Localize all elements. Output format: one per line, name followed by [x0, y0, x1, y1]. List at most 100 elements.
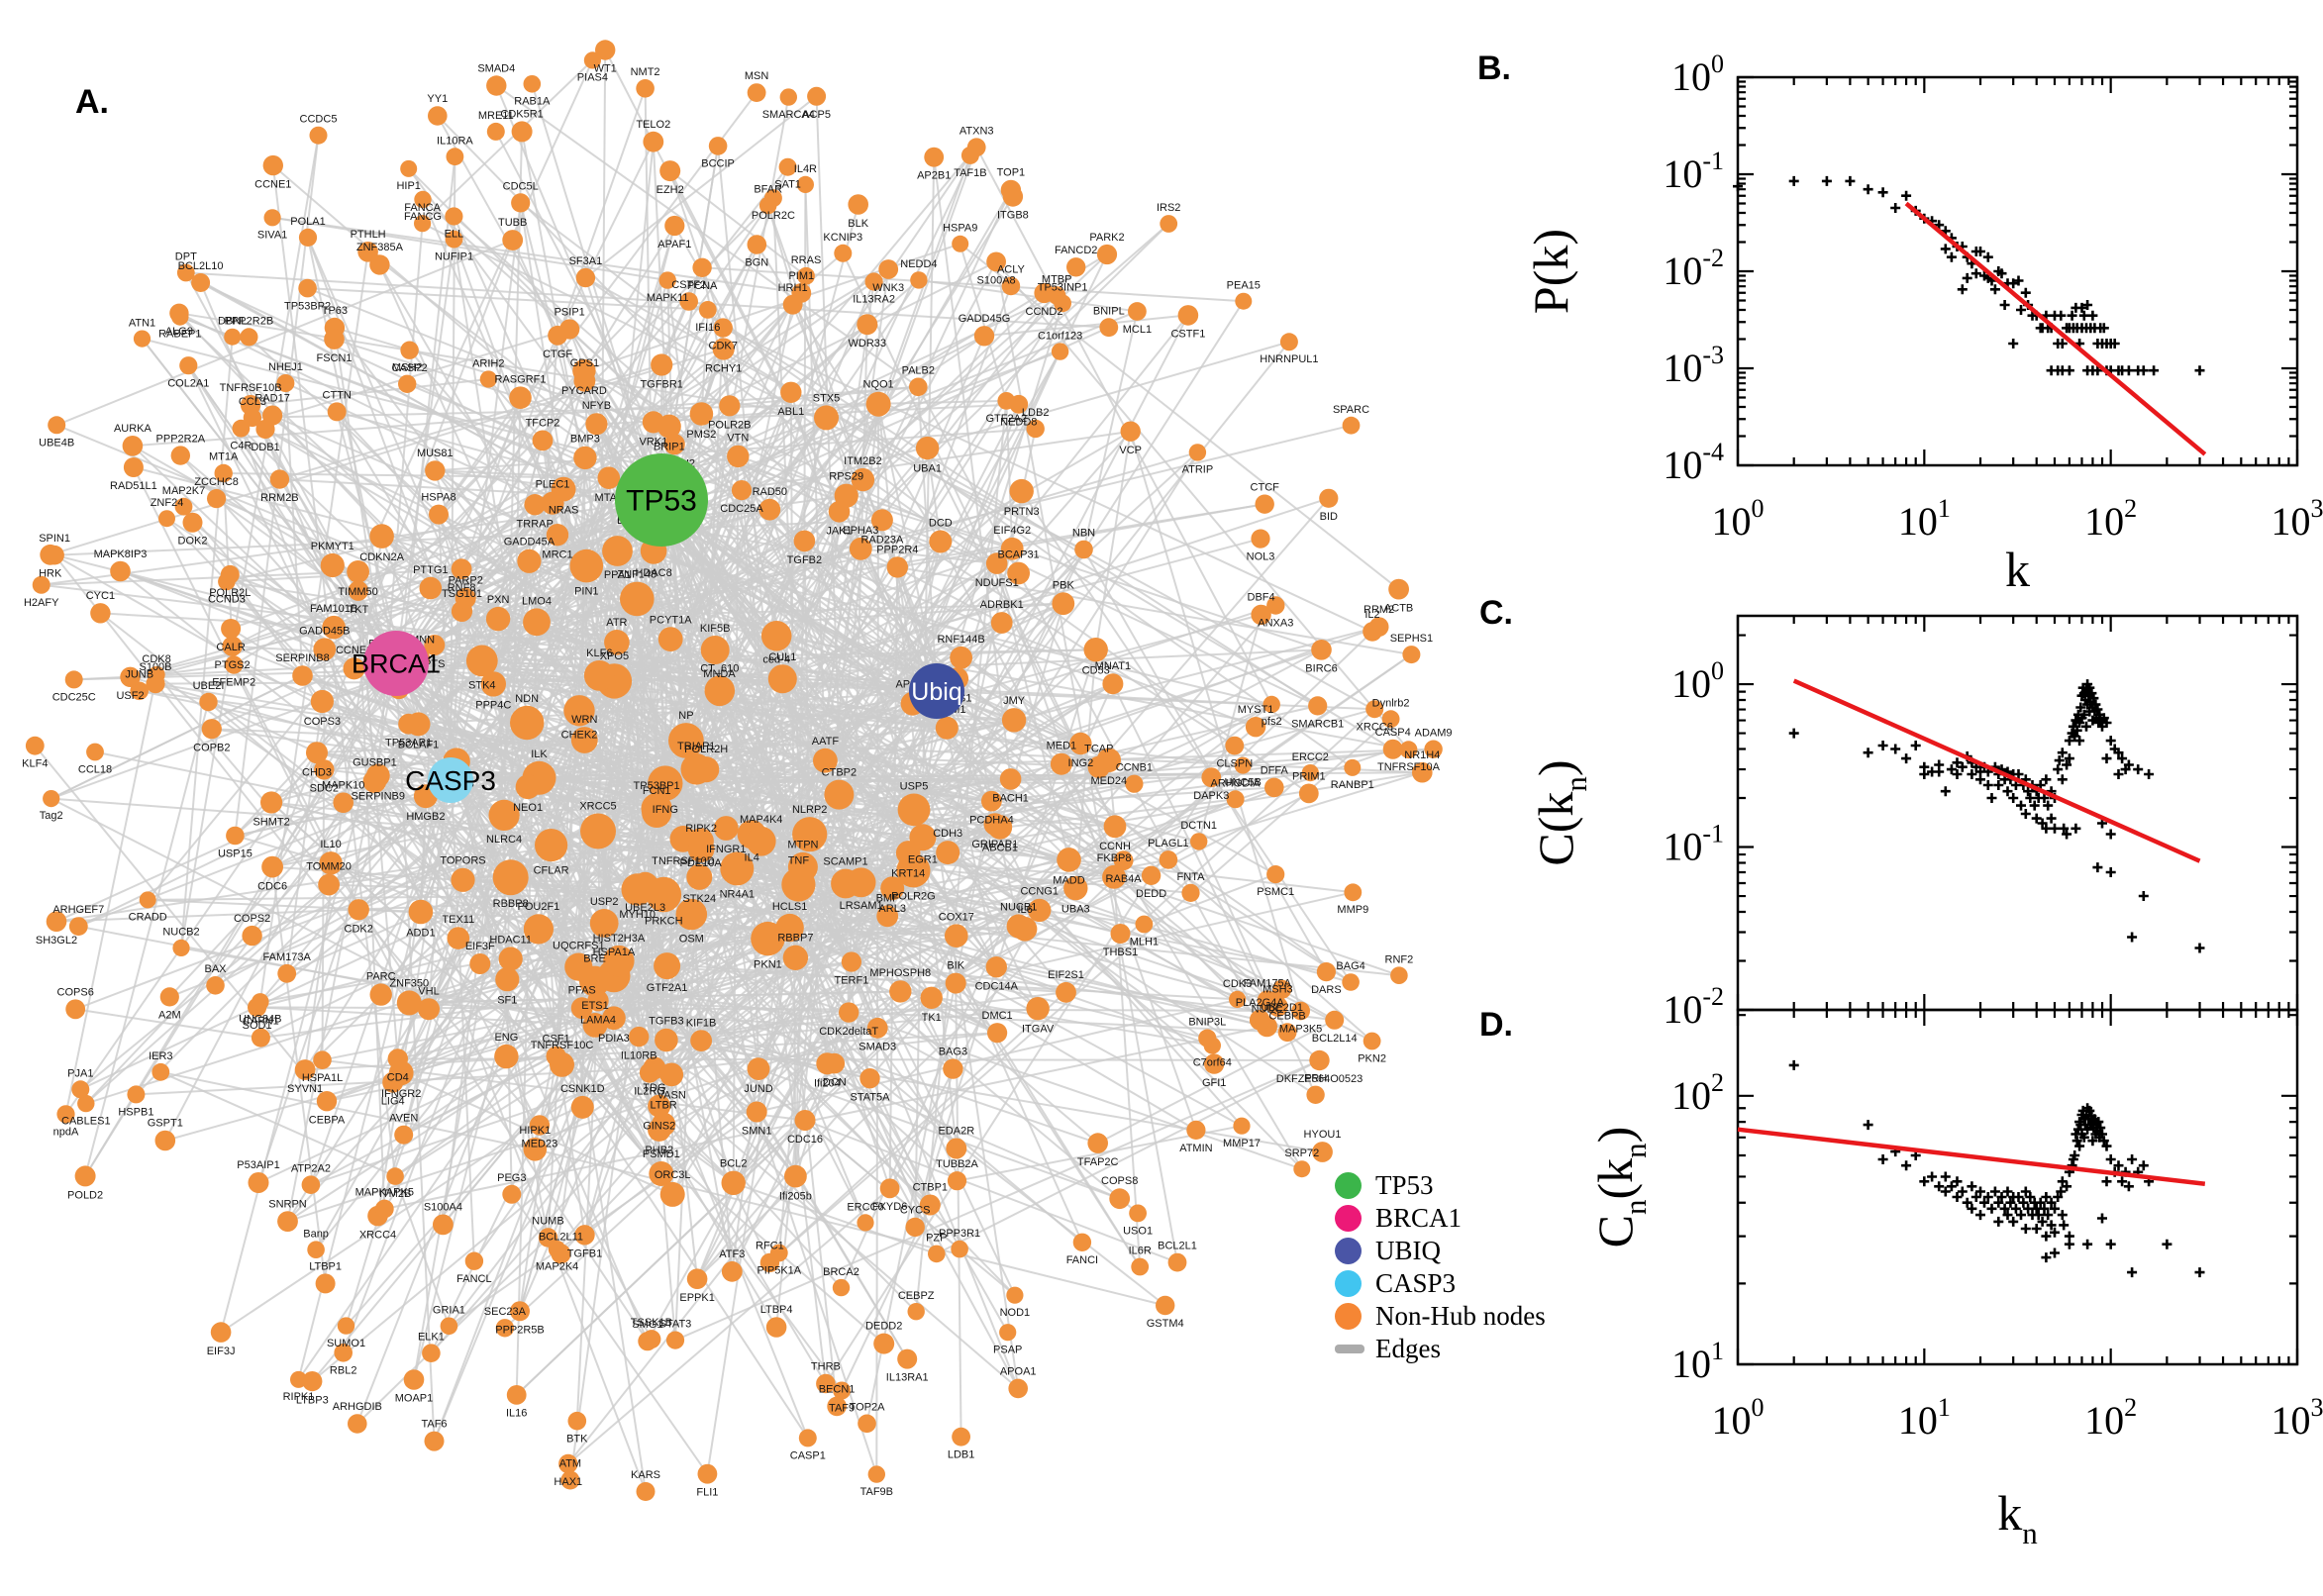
svg-text:ARHGEF7: ARHGEF7 [52, 904, 104, 916]
svg-text:ATRIP: ATRIP [1182, 464, 1214, 476]
svg-text:GTF2A2: GTF2A2 [986, 413, 1028, 425]
svg-text:CCNG1: CCNG1 [1020, 886, 1059, 898]
svg-text:MAPK10: MAPK10 [322, 779, 364, 791]
svg-text:RANBP1: RANBP1 [1331, 779, 1374, 791]
svg-text:NFYB: NFYB [582, 400, 611, 412]
svg-text:POLR2C: POLR2C [752, 210, 795, 222]
svg-text:POLR2L: POLR2L [209, 587, 251, 599]
svg-text:HSPA8: HSPA8 [421, 492, 455, 504]
svg-text:C1orf123: C1orf123 [1038, 330, 1082, 342]
svg-text:NMT2: NMT2 [631, 66, 660, 78]
svg-text:TAF9: TAF9 [829, 1403, 855, 1415]
svg-text:POLA1: POLA1 [290, 216, 325, 228]
svg-text:CD4: CD4 [387, 1072, 409, 1084]
svg-text:IL10: IL10 [320, 839, 341, 850]
svg-text:BNIPL: BNIPL [1093, 305, 1125, 317]
legend-item-brca1: BRCA1 [1335, 1202, 1546, 1235]
svg-text:PCDHA4: PCDHA4 [969, 815, 1014, 827]
svg-text:KIF5B: KIF5B [700, 623, 731, 635]
svg-text:SUMO1: SUMO1 [327, 1338, 365, 1349]
svg-text:101: 101 [1898, 494, 1951, 544]
svg-text:RBBP7: RBBP7 [777, 933, 813, 945]
svg-text:RRM2: RRM2 [1364, 604, 1394, 616]
svg-text:NHEJ1: NHEJ1 [268, 361, 303, 373]
svg-text:ZCCHC8: ZCCHC8 [194, 476, 239, 488]
svg-text:PIN1: PIN1 [574, 586, 598, 598]
svg-text:ATP2A2: ATP2A2 [291, 1162, 331, 1174]
svg-text:IL2: IL2 [1364, 609, 1379, 621]
svg-text:CSF1: CSF1 [543, 1034, 570, 1046]
svg-text:CCDC5: CCDC5 [300, 114, 338, 126]
svg-text:PZP: PZP [926, 1233, 947, 1245]
svg-text:npdA: npdA [53, 1127, 79, 1139]
svg-text:ATXN3: ATXN3 [960, 125, 994, 137]
legend-label: UBIQ [1375, 1236, 1441, 1265]
svg-text:ORC3L: ORC3L [655, 1169, 691, 1181]
svg-text:C4R: C4R [230, 441, 252, 452]
svg-text:SMAD3: SMAD3 [858, 1042, 896, 1053]
svg-text:IL4R: IL4R [794, 163, 817, 175]
svg-text:HDAC11: HDAC11 [489, 934, 532, 946]
svg-text:S100A4: S100A4 [424, 1202, 462, 1214]
svg-text:RRM2B: RRM2B [260, 492, 299, 504]
svg-text:MAP2K7: MAP2K7 [162, 485, 205, 497]
svg-text:RAB1A: RAB1A [514, 96, 551, 108]
svg-text:MED24: MED24 [1090, 775, 1127, 787]
svg-text:PLEC1: PLEC1 [536, 479, 570, 491]
svg-text:NUCB1: NUCB1 [1000, 901, 1037, 913]
svg-text:DBF4: DBF4 [1248, 592, 1275, 604]
svg-text:LDB2: LDB2 [1022, 407, 1050, 419]
svg-text:C7orf64: C7orf64 [1193, 1057, 1232, 1069]
svg-text:USP2: USP2 [590, 896, 619, 908]
svg-text:Ubiq: Ubiq [911, 678, 961, 706]
svg-text:GINS2: GINS2 [643, 1121, 675, 1133]
svg-text:P(k): P(k) [1523, 229, 1578, 314]
svg-text:BLK: BLK [848, 218, 868, 230]
svg-text:TP53BP2: TP53BP2 [284, 300, 331, 312]
svg-text:GADD45B: GADD45B [299, 625, 350, 637]
svg-text:TNFRSF10D: TNFRSF10D [652, 855, 715, 867]
svg-text:PTTG1: PTTG1 [413, 564, 448, 576]
svg-text:MSH3: MSH3 [1262, 983, 1293, 995]
network-legend: TP53 BRCA1 UBIQ CASP3 Non-Hub nodes Edge… [1335, 1169, 1546, 1365]
svg-text:MED23: MED23 [522, 1139, 558, 1150]
svg-text:CEBPB: CEBPB [1268, 1010, 1305, 1022]
svg-text:CDC6: CDC6 [257, 881, 287, 893]
svg-text:COPS3: COPS3 [304, 716, 341, 728]
svg-text:FNTA: FNTA [1177, 871, 1206, 883]
svg-text:BACH1: BACH1 [992, 793, 1029, 805]
svg-text:FAM173A: FAM173A [263, 951, 312, 963]
legend-item-nonhub: Non-Hub nodes [1335, 1300, 1546, 1333]
svg-text:TFCP2: TFCP2 [526, 418, 560, 430]
svg-text:ELL: ELL [445, 229, 464, 241]
svg-text:HSPA9: HSPA9 [943, 223, 977, 235]
svg-text:BRCA1: BRCA1 [352, 648, 441, 678]
svg-text:NEDD4: NEDD4 [900, 258, 937, 270]
svg-text:TCAP: TCAP [1084, 744, 1113, 755]
svg-text:ENG: ENG [494, 1032, 518, 1044]
svg-text:STK4: STK4 [468, 679, 496, 691]
svg-text:COX17: COX17 [939, 911, 974, 923]
svg-text:UNC84B: UNC84B [239, 1014, 281, 1026]
svg-text:CCNH: CCNH [1099, 841, 1131, 852]
svg-text:TNFRSF10C: TNFRSF10C [531, 1040, 594, 1051]
svg-text:LTBP4: LTBP4 [760, 1304, 793, 1316]
svg-text:BAX: BAX [204, 963, 227, 975]
svg-text:NBN: NBN [1072, 528, 1095, 540]
svg-text:PPP4C: PPP4C [475, 700, 511, 712]
svg-text:HSPB1: HSPB1 [118, 1106, 153, 1118]
legend-item-casp3: CASP3 [1335, 1267, 1546, 1300]
svg-text:PIAS4: PIAS4 [577, 72, 608, 84]
svg-text:STAT3: STAT3 [659, 1319, 692, 1331]
svg-text:BCCIP: BCCIP [701, 158, 735, 170]
svg-text:TNFRSF10B: TNFRSF10B [220, 382, 282, 394]
svg-text:GRIA1: GRIA1 [433, 1305, 465, 1317]
svg-text:PRKCH: PRKCH [645, 915, 683, 927]
svg-text:ATN1: ATN1 [129, 318, 155, 330]
svg-text:CTBP1: CTBP1 [913, 1182, 948, 1194]
svg-text:IRS2: IRS2 [1157, 202, 1180, 214]
svg-text:DARS: DARS [1311, 984, 1342, 996]
svg-text:GFI1: GFI1 [1202, 1077, 1226, 1089]
svg-text:VASN: VASN [657, 1089, 686, 1101]
svg-text:KARS: KARS [631, 1469, 660, 1481]
